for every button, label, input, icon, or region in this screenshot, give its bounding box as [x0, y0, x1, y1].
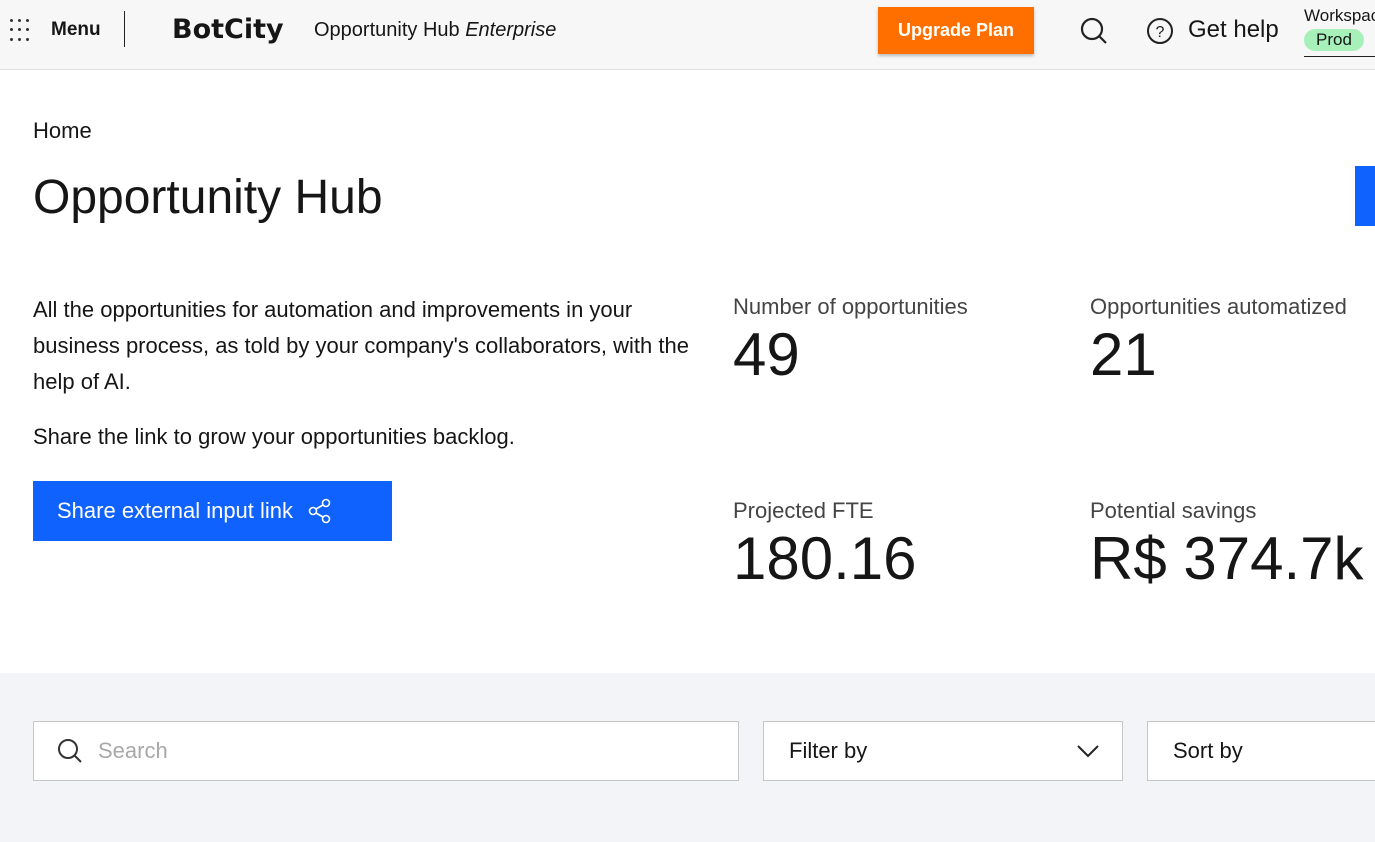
- stat-opportunities: Number of opportunities 49: [733, 294, 968, 389]
- filter-label: Filter by: [789, 738, 868, 763]
- share-icon: [308, 498, 331, 524]
- share-button-label: Share external input link: [57, 498, 294, 523]
- stat-fte: Projected FTE 180.16: [733, 498, 917, 593]
- stat-label: Number of opportunities: [733, 294, 968, 319]
- header-divider: [124, 11, 125, 47]
- chevron-down-icon: [1077, 745, 1099, 758]
- sort-dropdown[interactable]: Sort by: [1147, 721, 1375, 781]
- workspace-underline: [1304, 56, 1375, 57]
- stat-automatized: Opportunities automatized 21: [1090, 294, 1347, 389]
- page-description: All the opportunities for automation and…: [33, 297, 689, 394]
- app-edition: Enterprise: [465, 19, 557, 41]
- stat-value: R$ 374.7k: [1090, 525, 1364, 592]
- app-grid-icon[interactable]: [10, 19, 34, 43]
- search-icon[interactable]: [1079, 16, 1109, 46]
- stat-savings: Potential savings R$ 374.7k: [1090, 498, 1364, 593]
- botcity-logo[interactable]: BotCity: [172, 14, 284, 45]
- stat-label: Projected FTE: [733, 498, 874, 523]
- search-icon: [58, 739, 82, 763]
- stat-value: 49: [733, 321, 800, 388]
- stat-value: 180.16: [733, 525, 917, 592]
- primary-action-button[interactable]: [1355, 166, 1375, 226]
- share-prompt: Share the link to grow your opportunitie…: [33, 424, 515, 449]
- search-input[interactable]: Search: [33, 721, 739, 781]
- get-help-link[interactable]: Get help: [1188, 16, 1279, 43]
- help-icon[interactable]: ?: [1146, 17, 1174, 45]
- menu-button[interactable]: Menu: [51, 19, 101, 40]
- page-title: Opportunity Hub: [33, 171, 383, 224]
- stat-label: Opportunities automatized: [1090, 294, 1347, 319]
- top-header: Menu BotCity Opportunity Hub Enterprise …: [0, 0, 1375, 70]
- stat-label: Potential savings: [1090, 498, 1257, 523]
- search-placeholder: Search: [98, 738, 168, 763]
- svg-text:?: ?: [1156, 24, 1165, 41]
- workspace-badge[interactable]: Prod: [1304, 29, 1364, 51]
- workspace-label[interactable]: Workspace: [1304, 6, 1375, 25]
- filter-dropdown[interactable]: Filter by: [763, 721, 1123, 781]
- app-title: Opportunity Hub Enterprise: [314, 19, 556, 42]
- share-link-button[interactable]: Share external input link: [33, 481, 392, 541]
- app-name: Opportunity Hub: [314, 19, 460, 41]
- sort-label: Sort by: [1173, 738, 1243, 763]
- stat-value: 21: [1090, 321, 1157, 388]
- breadcrumb-home[interactable]: Home: [33, 118, 92, 143]
- upgrade-plan-button[interactable]: Upgrade Plan: [878, 7, 1034, 54]
